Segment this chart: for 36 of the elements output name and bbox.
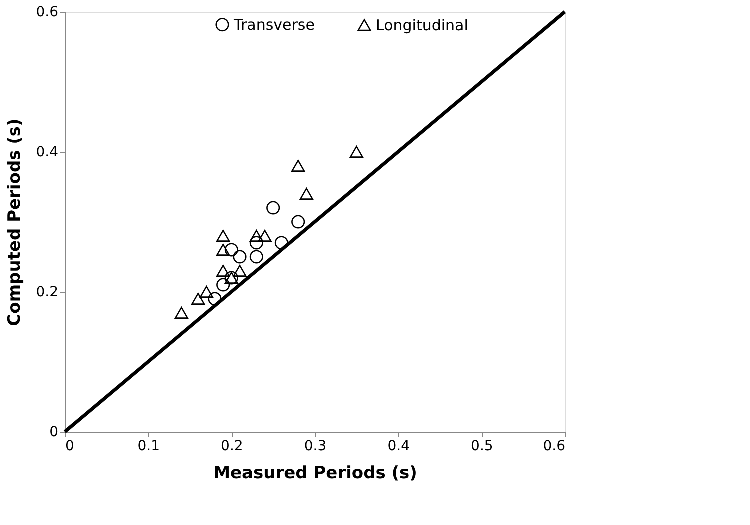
- point: [250, 230, 264, 242]
- legend-label: Longitudinal: [376, 16, 468, 34]
- x-tick-label: 0.1: [138, 438, 160, 454]
- x-tick-label: 0.3: [304, 438, 327, 454]
- point: [274, 236, 288, 250]
- point: [216, 265, 230, 277]
- y-tick-label: 0.6: [36, 4, 59, 20]
- point: [350, 146, 364, 158]
- y-tick-label: 0.2: [36, 284, 58, 300]
- y-tick-label: 0.4: [36, 144, 59, 160]
- x-axis-title: Measured Periods (s): [214, 464, 418, 484]
- x-tick-label: 0.2: [221, 438, 244, 454]
- point: [292, 215, 306, 229]
- x-tick-label: 0.4: [388, 438, 410, 454]
- point: [224, 243, 238, 257]
- point: [250, 250, 264, 264]
- x-tick-label: 0.5: [471, 438, 494, 454]
- y-tick-label: 0: [50, 424, 58, 440]
- point: [200, 286, 214, 298]
- point: [216, 278, 230, 292]
- x-tick-label: 0.6: [543, 438, 566, 454]
- point: [216, 244, 230, 256]
- point: [233, 265, 247, 277]
- point: [292, 160, 306, 172]
- legend-label: Transverse: [233, 16, 315, 34]
- point: [192, 293, 206, 305]
- point: [208, 292, 222, 306]
- point: [174, 307, 188, 319]
- point: [216, 230, 230, 242]
- x-tick-label: 0: [66, 438, 74, 454]
- point: [250, 236, 264, 250]
- point: [258, 230, 272, 242]
- point: [266, 201, 280, 215]
- y-axis-title: Computed Periods (s): [5, 118, 26, 326]
- point: [300, 188, 314, 200]
- point: [233, 250, 247, 264]
